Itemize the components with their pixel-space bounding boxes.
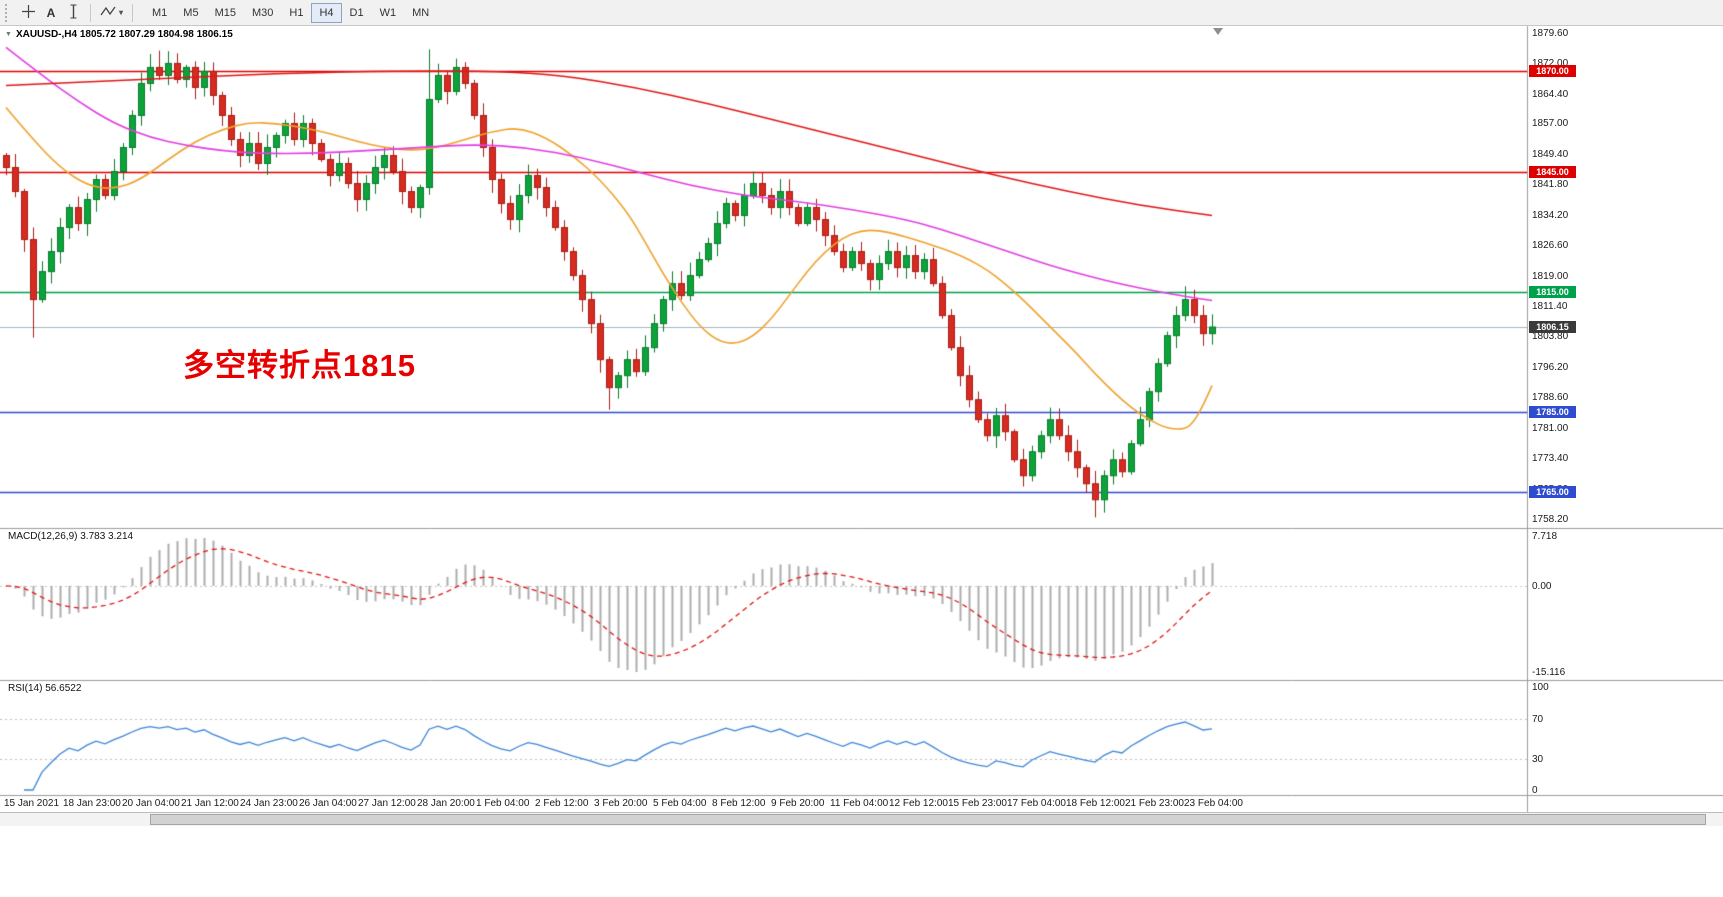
text-tool-button[interactable]: A (40, 2, 62, 24)
timeframe-button-h4[interactable]: H4 (311, 2, 342, 23)
macd-axis-label: -15.116 (1532, 667, 1566, 678)
timeframe-button-w1[interactable]: W1 (372, 3, 405, 23)
scrollbar-thumb[interactable] (150, 814, 1706, 825)
time-axis-label: 17 Feb 04:00 (1007, 798, 1066, 809)
time-axis-label: 1 Feb 04:00 (476, 798, 530, 809)
price-axis-label: 1788.60 (1532, 392, 1569, 404)
price-tag-1815.00[interactable]: 1815.00 (1529, 285, 1576, 298)
price-axis-label: 1834.20 (1532, 209, 1569, 221)
price-axis-label: 1864.40 (1532, 88, 1569, 100)
time-axis-label: 9 Feb 20:00 (771, 798, 825, 809)
timeframe-button-d1[interactable]: D1 (342, 3, 372, 23)
time-axis-label: 24 Jan 23:00 (240, 798, 298, 809)
price-axis-label: 1811.40 (1532, 301, 1568, 313)
text-tool-label: A (46, 5, 56, 20)
chevron-down-icon: ▾ (119, 8, 124, 17)
time-axis-label: 20 Jan 04:00 (122, 798, 180, 809)
one-click-trading-toggle[interactable]: ▼ (5, 31, 12, 38)
price-axis-label: 1803.80 (1532, 331, 1569, 343)
horizontal-scrollbar[interactable] (0, 812, 1723, 826)
rsi-axis-label: 30 (1532, 754, 1544, 766)
rsi-axis-label: 70 (1532, 713, 1544, 725)
time-axis-label: 15 Feb 23:00 (948, 798, 1007, 809)
timeframe-button-h1[interactable]: H1 (281, 3, 311, 23)
price-axis-label: 1872.00 (1532, 58, 1569, 70)
chart-annotation: 多空转折点1815 (183, 348, 416, 383)
rsi-axis-label: 0 (1532, 785, 1538, 796)
timeframe-button-m30[interactable]: M30 (244, 3, 281, 23)
crosshair-icon (21, 4, 36, 22)
macd-indicator-title: MACD(12,26,9) 3.783 3.214 (8, 531, 134, 542)
price-axis-label: 1879.60 (1532, 28, 1569, 39)
time-axis-label: 27 Jan 12:00 (358, 798, 416, 809)
time-axis-label: 21 Feb 23:00 (1125, 798, 1184, 809)
rsi-indicator-title: RSI(14) 56.6522 (8, 683, 82, 694)
drawing-tools-dropdown[interactable]: ▾ (96, 2, 127, 24)
timeframe-button-mn[interactable]: MN (404, 3, 437, 23)
current-price-tag: 1806.15 (1529, 321, 1576, 334)
vertical-line-icon (66, 4, 81, 22)
price-tag-1870.00[interactable]: 1870.00 (1529, 65, 1576, 78)
price-tag-1765.00[interactable]: 1765.00 (1529, 485, 1576, 498)
rsi-axis-label: 100 (1532, 682, 1549, 693)
toolbar-grip[interactable] (5, 3, 12, 22)
toolbar: A ▾ M1 M5 M15 M30 H1 H4 D1 W1 MN (0, 0, 1723, 26)
chart-shift-marker (1213, 28, 1223, 35)
timeframe-button-m1[interactable]: M1 (144, 3, 175, 23)
chart-title: XAUUSD-,H4 1805.72 1807.29 1804.98 1806.… (15, 29, 233, 40)
time-axis-label: 3 Feb 20:00 (594, 798, 648, 809)
toolbar-separator (132, 3, 134, 22)
crosshair-tool-button[interactable] (17, 2, 40, 24)
chart-title-row: ▼ XAUUSD-,H4 1805.72 1807.29 1804.98 180… (5, 29, 233, 40)
price-axis-label: 1849.40 (1532, 148, 1569, 160)
price-axis-label: 1781.00 (1532, 422, 1569, 434)
time-axis-label: 12 Feb 12:00 (889, 798, 948, 809)
time-axis-label: 21 Jan 12:00 (181, 798, 239, 809)
time-axis-label: 15 Jan 2021 (4, 798, 60, 809)
time-axis-label: 2 Feb 12:00 (535, 798, 589, 809)
price-axis-label: 1758.20 (1532, 514, 1569, 525)
toolbar-separator (90, 3, 91, 22)
macd-axis-label: 0.00 (1532, 580, 1552, 592)
zigzag-line-icon (100, 4, 117, 22)
time-axis-label: 26 Jan 04:00 (299, 798, 357, 809)
macd-axis-label: 7.718 (1532, 531, 1558, 542)
time-axis-label: 23 Feb 04:00 (1184, 798, 1243, 809)
price-axis-label: 1826.60 (1532, 240, 1569, 252)
time-axis-label: 18 Jan 23:00 (63, 798, 121, 809)
price-axis-label: 1819.00 (1532, 270, 1569, 282)
price-axis-label: 1857.00 (1532, 118, 1569, 130)
time-axis-label: 11 Feb 04:00 (830, 798, 889, 809)
vertical-line-tool-button[interactable] (62, 2, 85, 24)
time-axis-label: 8 Feb 12:00 (712, 798, 766, 809)
timeframe-group: M1 M5 M15 M30 H1 H4 D1 W1 MN (144, 2, 437, 23)
time-axis-label: 28 Jan 20:00 (417, 798, 475, 809)
timeframe-button-m15[interactable]: M15 (207, 3, 244, 23)
price-tag-1785.00[interactable]: 1785.00 (1529, 405, 1576, 418)
timeframe-button-m5[interactable]: M5 (175, 3, 206, 23)
price-axis-label: 1841.80 (1532, 179, 1569, 191)
price-axis-label: 1773.40 (1532, 453, 1569, 465)
price-axis-label: 1796.20 (1532, 361, 1569, 373)
price-tag-1845.00[interactable]: 1845.00 (1529, 165, 1576, 178)
time-axis-label: 18 Feb 12:00 (1066, 798, 1125, 809)
time-axis-label: 5 Feb 04:00 (653, 798, 707, 809)
